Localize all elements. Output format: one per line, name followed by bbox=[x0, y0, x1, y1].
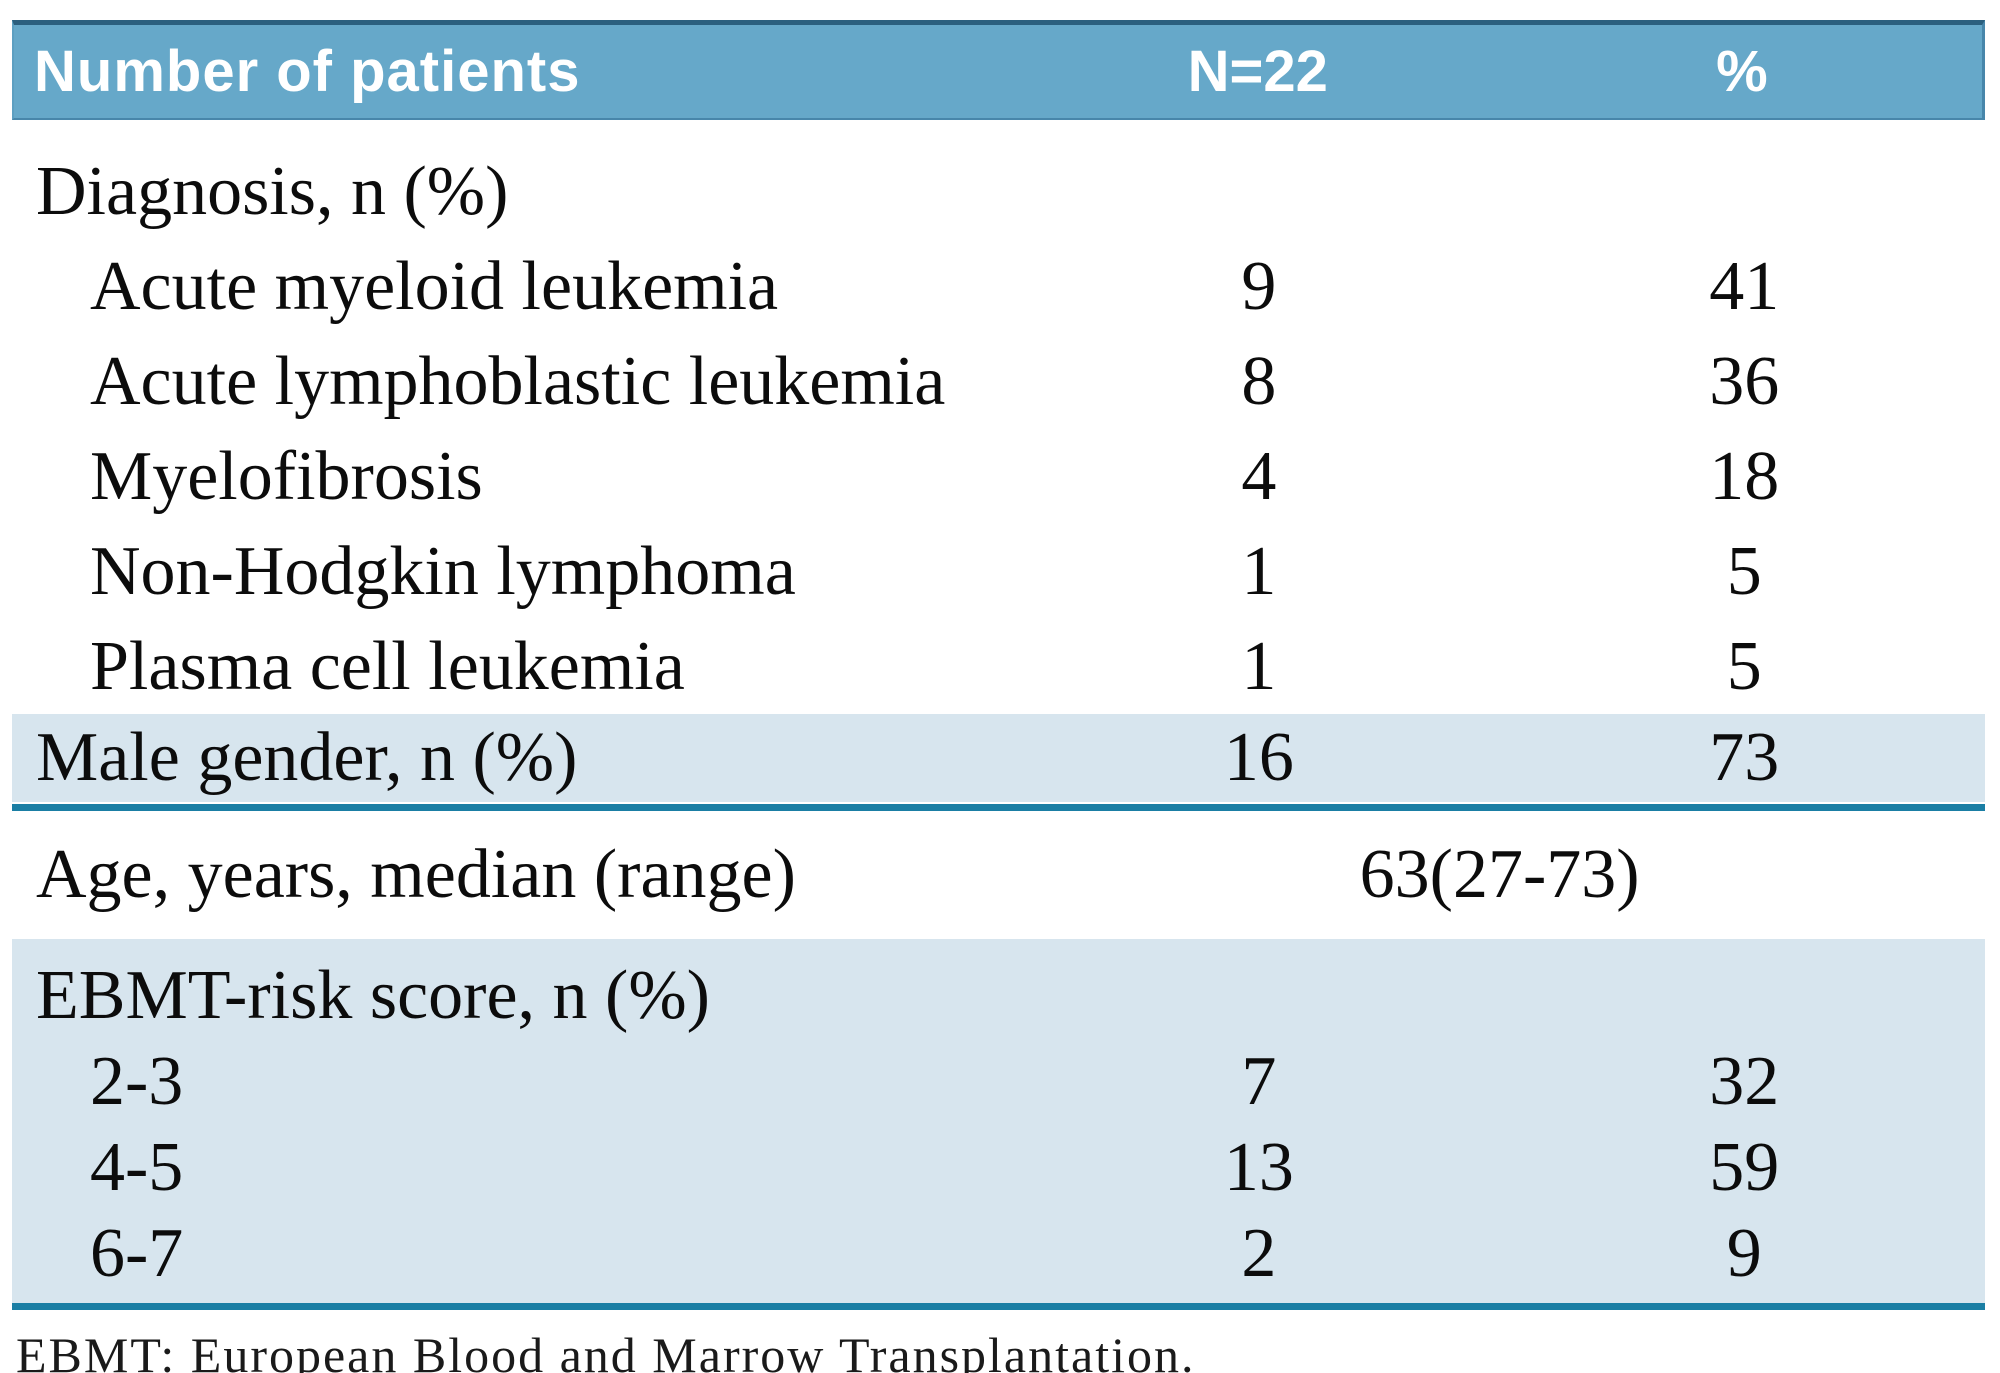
separator-rule bbox=[12, 1303, 1985, 1310]
row-label: 4-5 bbox=[90, 1129, 184, 1206]
cell-n: 13 bbox=[1223, 1129, 1294, 1206]
table-row: Acute myeloid leukemia 9 41 bbox=[12, 239, 1985, 334]
cell-percent: 59 bbox=[1709, 1129, 1780, 1206]
divider-gap bbox=[12, 802, 1985, 804]
cell-percent: 73 bbox=[1709, 719, 1780, 796]
footnote: EBMT: European Blood and Marrow Transpla… bbox=[16, 1327, 1196, 1373]
header-row: Number of patients N=22 % bbox=[12, 20, 1985, 120]
cell-n: 1 bbox=[1241, 533, 1277, 610]
cell-percent: 5 bbox=[1726, 628, 1762, 705]
cell-percent: 9 bbox=[1726, 1215, 1762, 1292]
section-ebmt-risk: EBMT-risk score, n (%) 2-3 7 32 4-5 13 5… bbox=[12, 939, 1985, 1303]
row-male-gender: Male gender, n (%) 16 73 bbox=[12, 714, 1985, 802]
cell-percent: 36 bbox=[1709, 343, 1780, 420]
table-row: Acute lymphoblastic leukemia 8 36 bbox=[12, 334, 1985, 429]
row-label: Myelofibrosis bbox=[90, 438, 483, 515]
row-label: 6-7 bbox=[90, 1215, 184, 1292]
col-header-percent: % bbox=[1716, 39, 1768, 104]
cell-percent: 18 bbox=[1709, 438, 1780, 515]
ebmt-heading-row: EBMT-risk score, n (%) bbox=[12, 953, 1985, 1039]
table-row: Non-Hodgkin lymphoma 1 5 bbox=[12, 524, 1985, 619]
col-header-patients: Number of patients bbox=[34, 39, 581, 104]
section-diagnosis: Diagnosis, n (%) Acute myeloid leukemia … bbox=[12, 120, 1985, 714]
diagnosis-heading: Diagnosis, n (%) bbox=[36, 153, 509, 230]
cell-percent: 5 bbox=[1726, 533, 1762, 610]
row-label: Acute myeloid leukemia bbox=[90, 248, 779, 325]
patient-characteristics-table: Number of patients N=22 % Diagnosis, n (… bbox=[12, 20, 1985, 1373]
row-label: Male gender, n (%) bbox=[36, 719, 578, 796]
cell-percent: 41 bbox=[1709, 248, 1780, 325]
row-age: Age, years, median (range) 63(27-73) bbox=[12, 811, 1985, 939]
cell-n: 2 bbox=[1241, 1215, 1277, 1292]
cell-n: 16 bbox=[1223, 719, 1294, 796]
row-label: 2-3 bbox=[90, 1043, 184, 1120]
cell-n: 9 bbox=[1241, 248, 1277, 325]
col-header-n22: N=22 bbox=[1187, 39, 1328, 104]
table-row: 4-5 13 59 bbox=[12, 1125, 1985, 1211]
table-row: Plasma cell leukemia 1 5 bbox=[12, 619, 1985, 714]
row-label: Acute lymphoblastic leukemia bbox=[90, 343, 946, 420]
cell-n: 1 bbox=[1241, 628, 1277, 705]
row-label: Age, years, median (range) bbox=[36, 836, 796, 913]
cell-n: 8 bbox=[1241, 343, 1277, 420]
row-label: Non-Hodgkin lymphoma bbox=[90, 533, 796, 610]
cell-n: 4 bbox=[1241, 438, 1277, 515]
separator-rule bbox=[12, 804, 1985, 811]
diagnosis-heading-row: Diagnosis, n (%) bbox=[12, 144, 1985, 239]
row-label: Plasma cell leukemia bbox=[90, 628, 685, 705]
table-row: 2-3 7 32 bbox=[12, 1039, 1985, 1125]
cell-percent: 32 bbox=[1709, 1043, 1780, 1120]
age-value: 63(27-73) bbox=[1359, 836, 1640, 913]
ebmt-heading: EBMT-risk score, n (%) bbox=[36, 957, 710, 1034]
table-row: Myelofibrosis 4 18 bbox=[12, 429, 1985, 524]
cell-n: 7 bbox=[1241, 1043, 1277, 1120]
table-row: 6-7 2 9 bbox=[12, 1211, 1985, 1297]
